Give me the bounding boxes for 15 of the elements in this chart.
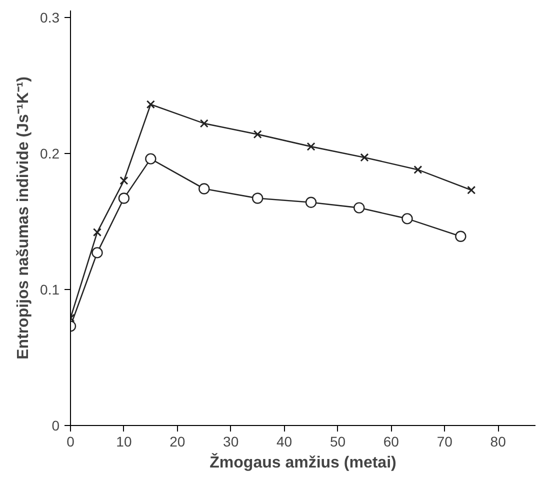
x-tick-label: 80 [490,434,506,450]
y-tick-label: 0.2 [40,145,60,162]
x-tick-label: 50 [330,434,346,450]
x-tick-label: 10 [116,434,132,450]
x-tick-label: 20 [170,434,186,450]
y-tick-label: 0.3 [40,9,60,26]
x-tick-label: 70 [436,434,453,450]
y-tick-label: 0 [52,418,60,434]
y-axis-title: Entropijos našumas individe (Js⁻¹K⁻¹) [15,76,32,360]
x-tick-label: 30 [223,434,239,450]
x-tick-label: 0 [66,434,75,450]
x-tick-label: 40 [276,434,292,450]
x-axis-title: Žmogaus amžius (metai) [210,452,396,472]
y-tick-label: 0.1 [40,281,60,298]
x-tick-label: 60 [383,434,400,450]
